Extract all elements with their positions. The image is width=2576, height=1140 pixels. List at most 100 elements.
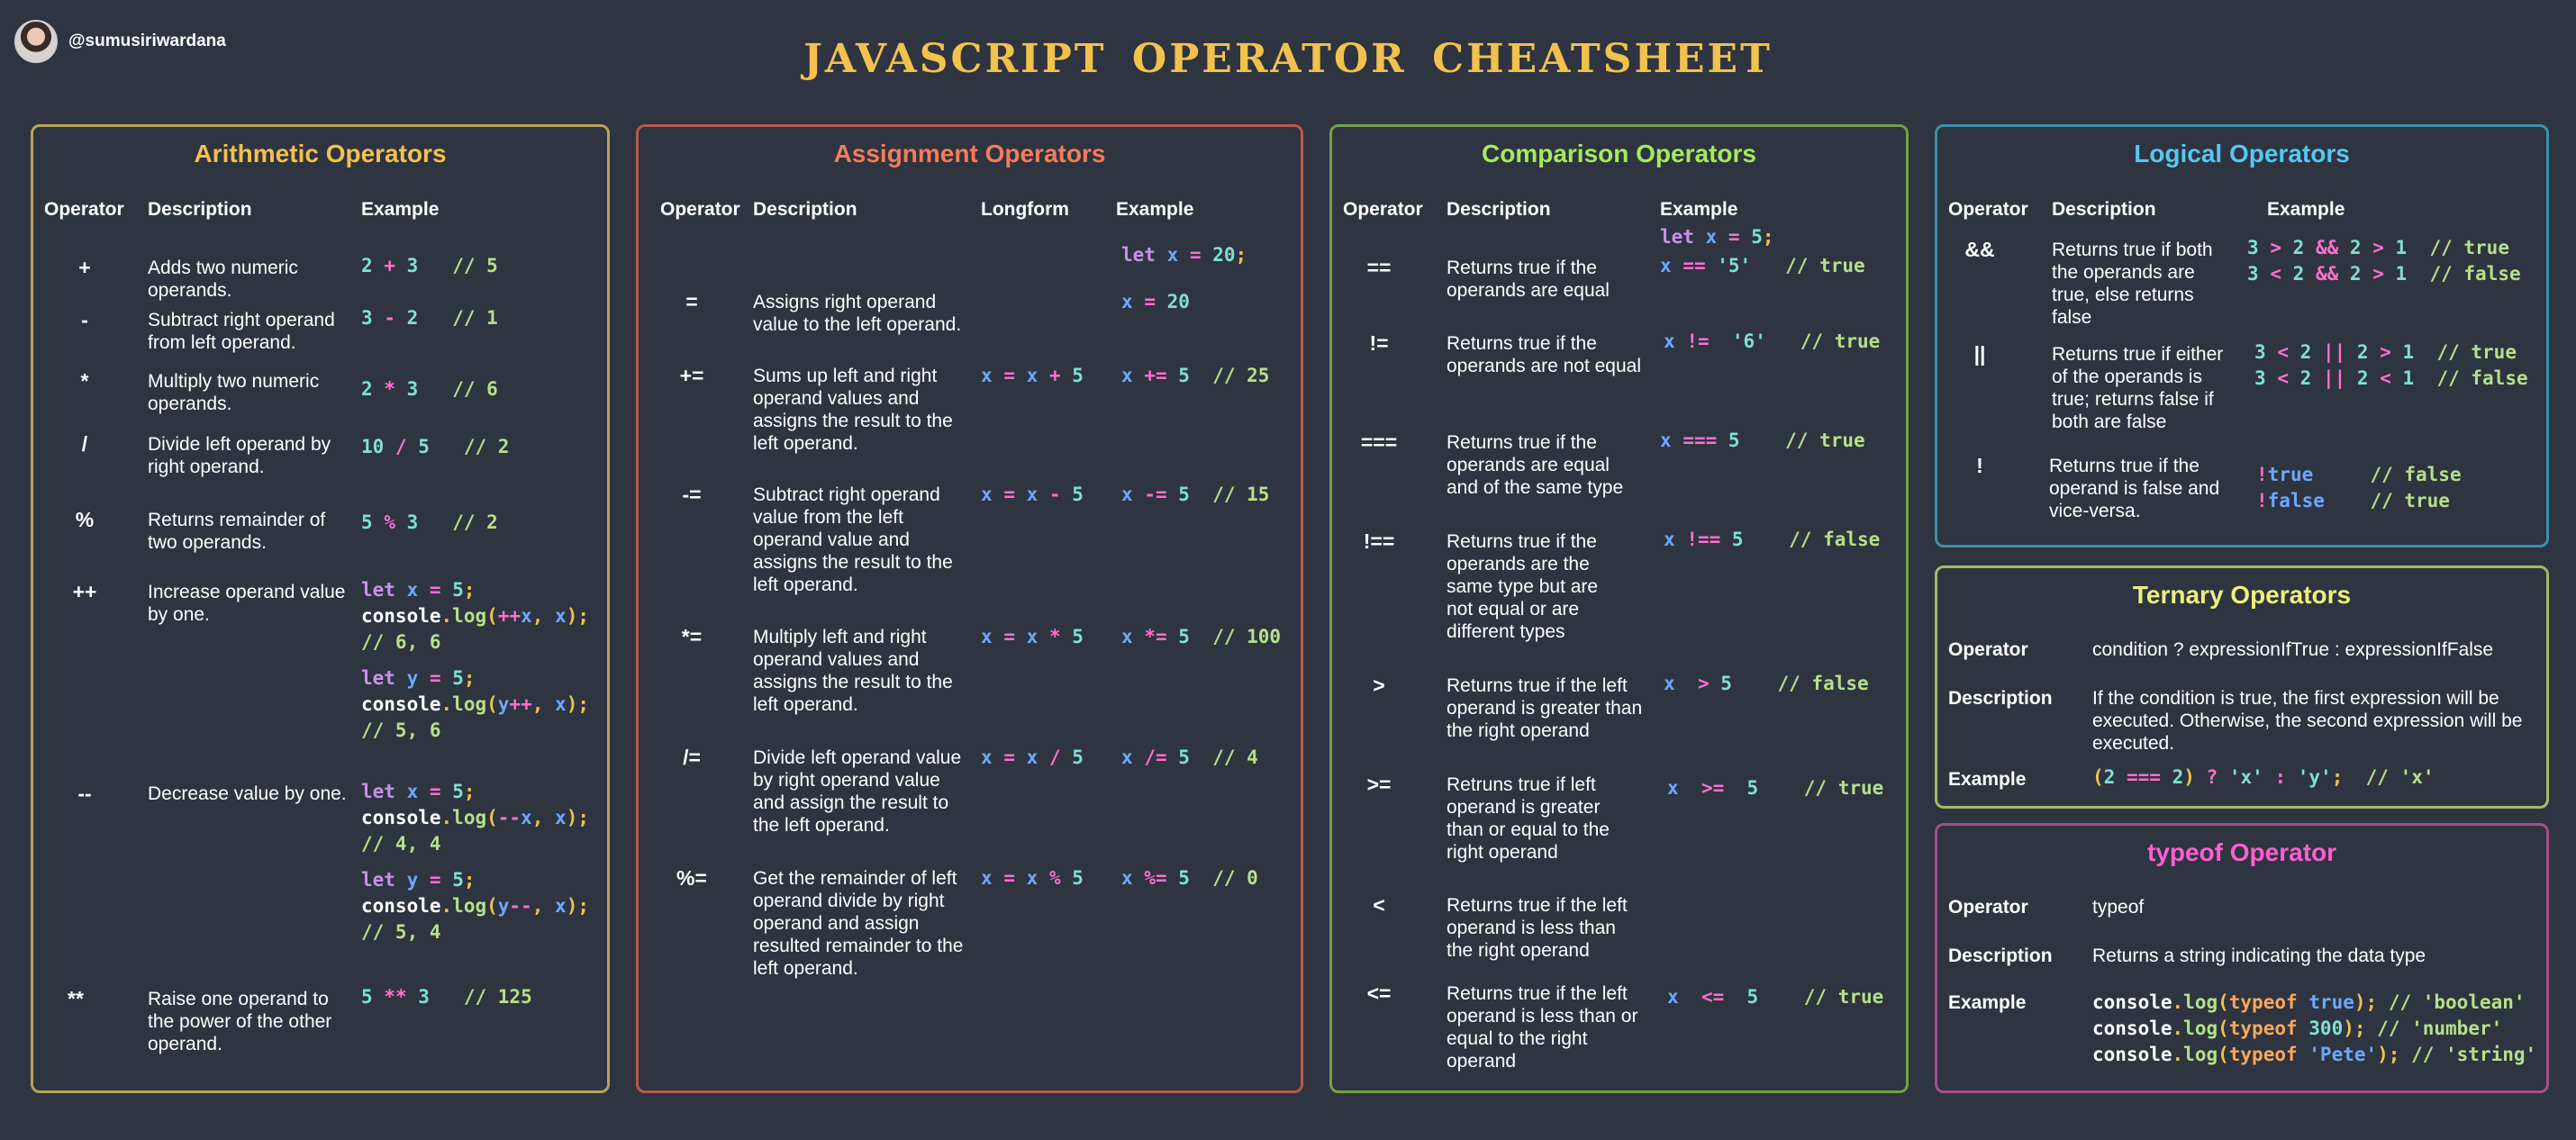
operator-symbol: -	[81, 308, 88, 331]
code-example: let x = 5; console.log(++x, x); // 6, 6	[361, 579, 589, 653]
comparison-panel: Comparison Operators Operator Descriptio…	[1329, 124, 1909, 1093]
operator-symbol: *	[80, 369, 89, 393]
operator-description: Retruns true if left operand is greater …	[1447, 774, 1610, 863]
code-longform: x = x % 5	[981, 867, 1084, 889]
code-longform: x = x / 5	[981, 746, 1084, 768]
code-example: x >= 5 // true	[1667, 777, 1884, 799]
typeof-description-value: Returns a string indicating the data typ…	[2092, 945, 2426, 966]
code-example: 3 < 2 || 2 > 1 // true 3 < 2 || 2 < 1 //…	[2254, 341, 2528, 389]
operator-symbol: !	[1976, 454, 1983, 477]
col-example: Example	[1660, 199, 1738, 220]
code-example: (2 === 2) ? 'x' : 'y'; // 'x'	[2092, 766, 2435, 788]
operator-description: Divide left operand value by right opera…	[753, 747, 962, 836]
typeof-panel: typeof Operator Operator typeof Descript…	[1935, 823, 2549, 1093]
operator-description: Returns true if the operands are equal	[1447, 258, 1610, 301]
code-example: x !== 5 // false	[1664, 529, 1881, 550]
page-title: JAVASCRIPT OPERATOR CHEATSHEET	[803, 36, 1773, 82]
ternary-panel: Ternary Operators Operator condition ? e…	[1935, 565, 2549, 809]
code-longform: x = x + 5	[981, 365, 1084, 386]
typeof-operator-value: typeof	[2092, 897, 2145, 918]
author-handle: @sumusiriwardana	[68, 32, 226, 50]
code-example: 5 % 3 // 2	[361, 511, 498, 533]
operator-description: Get the remainder of left operand divide…	[753, 868, 964, 979]
operator-symbol: !==	[1363, 529, 1395, 553]
code-example: x = 20	[1121, 291, 1190, 312]
operator-description: Sums up left and right operand values an…	[753, 366, 953, 454]
col-operator: Operator	[1343, 199, 1423, 220]
avatar	[14, 20, 58, 63]
comparison-title: Comparison Operators	[1482, 140, 1756, 167]
code-example: 5 ** 3 // 125	[361, 986, 532, 1008]
logical-panel: Logical Operators Operator Description E…	[1935, 124, 2549, 547]
operator-description: Returns true if the left operand is less…	[1447, 983, 1638, 1072]
operator-description: Returns true if either of the operands i…	[2052, 344, 2224, 432]
operator-symbol: >	[1373, 674, 1385, 697]
col-operator: Operator	[660, 199, 740, 220]
ternary-operator-label: Operator	[1948, 639, 2028, 660]
code-example: x *= 5 // 100	[1121, 626, 1282, 647]
code-example: x /= 5 // 4	[1121, 746, 1258, 768]
typeof-description-label: Description	[1948, 945, 2053, 966]
code-example: 3 > 2 && 2 > 1 // true 3 < 2 && 2 > 1 //…	[2247, 237, 2521, 285]
operator-description: Returns true if the left operand is grea…	[1447, 675, 1643, 741]
code-example: x -= 5 // 15	[1121, 484, 1270, 505]
code-example: 3 - 2 // 1	[361, 307, 498, 329]
operator-description: Multiply two numeric operands.	[148, 371, 320, 414]
operator-symbol: ||	[1973, 342, 1986, 366]
ternary-example-label: Example	[1948, 769, 2027, 790]
col-operator: Operator	[1948, 199, 2028, 220]
code-example: x > 5 // false	[1664, 673, 1869, 694]
operator-symbol: -=	[682, 483, 702, 506]
operator-description: Assigns right operand value to the left …	[753, 292, 962, 335]
operator-description: Returns true if the operand is false and…	[2049, 456, 2220, 521]
col-description: Description	[753, 199, 857, 220]
col-example: Example	[361, 199, 440, 220]
code-example: let x = 5; console.log(--x, x); // 4, 4	[361, 781, 589, 855]
code-example: x <= 5 // true	[1667, 986, 1884, 1008]
author-badge: @sumusiriwardana	[14, 20, 226, 63]
operator-description: Raise one operand to the power of the ot…	[148, 989, 332, 1054]
typeof-title: typeof Operator	[2146, 838, 2337, 866]
operator-symbol: ===	[1360, 430, 1398, 454]
operator-description: Multiply left and right operand values a…	[753, 627, 953, 715]
code-longform: x = x - 5	[981, 484, 1084, 505]
code-example: x == '5' // true	[1660, 255, 1865, 276]
operator-symbol: <=	[1366, 982, 1392, 1005]
ternary-title: Ternary Operators	[2132, 581, 2352, 609]
code-example: 2 + 3 // 5	[361, 255, 498, 276]
operator-description: Increase operand value by one.	[148, 582, 346, 625]
ternary-operator-value: condition ? expressionIfTrue : expressio…	[2092, 639, 2494, 660]
operator-description: Adds two numeric operands.	[148, 258, 298, 301]
operator-symbol: **	[68, 987, 84, 1010]
code-example: !true // false !false // true	[2256, 464, 2462, 511]
operator-symbol: %=	[676, 866, 707, 890]
code-example: let x = 5;	[1660, 226, 1774, 248]
operator-description: Returns true if the operands are the sam…	[1447, 531, 1599, 642]
col-operator: Operator	[44, 199, 124, 220]
operator-symbol: /	[81, 432, 88, 456]
code-example: 2 * 3 // 6	[361, 378, 498, 400]
operator-symbol: +	[78, 256, 91, 279]
operator-symbol: +=	[679, 364, 704, 387]
col-description: Description	[148, 199, 252, 220]
operator-symbol: %	[75, 508, 95, 531]
operator-symbol: ==	[1366, 256, 1392, 279]
col-longform: Longform	[981, 199, 1069, 220]
arithmetic-panel: Arithmetic Operators Operator Descriptio…	[31, 124, 610, 1093]
operator-description: Subtract right operand value from the le…	[753, 484, 953, 595]
operator-symbol: &&	[1964, 238, 1995, 261]
ternary-description-value: If the condition is true, the first expr…	[2092, 688, 2523, 754]
operator-symbol: *=	[681, 625, 703, 648]
operator-symbol: <	[1373, 893, 1385, 917]
col-example: Example	[1116, 199, 1194, 220]
operator-symbol: >=	[1366, 773, 1392, 796]
col-description: Description	[2052, 199, 2156, 220]
code-example: x != '6' // true	[1664, 330, 1881, 352]
operator-symbol: --	[77, 782, 92, 805]
operator-symbol: =	[685, 290, 698, 313]
code-example: console.log(typeof true); // 'boolean' c…	[2092, 991, 2537, 1065]
operator-symbol: !=	[1369, 331, 1389, 355]
code-example: let y = 5; console.log(y++, x); // 5, 6	[361, 667, 589, 741]
operator-description: Divide left operand by right operand.	[148, 434, 331, 477]
ternary-description-label: Description	[1948, 688, 2053, 709]
